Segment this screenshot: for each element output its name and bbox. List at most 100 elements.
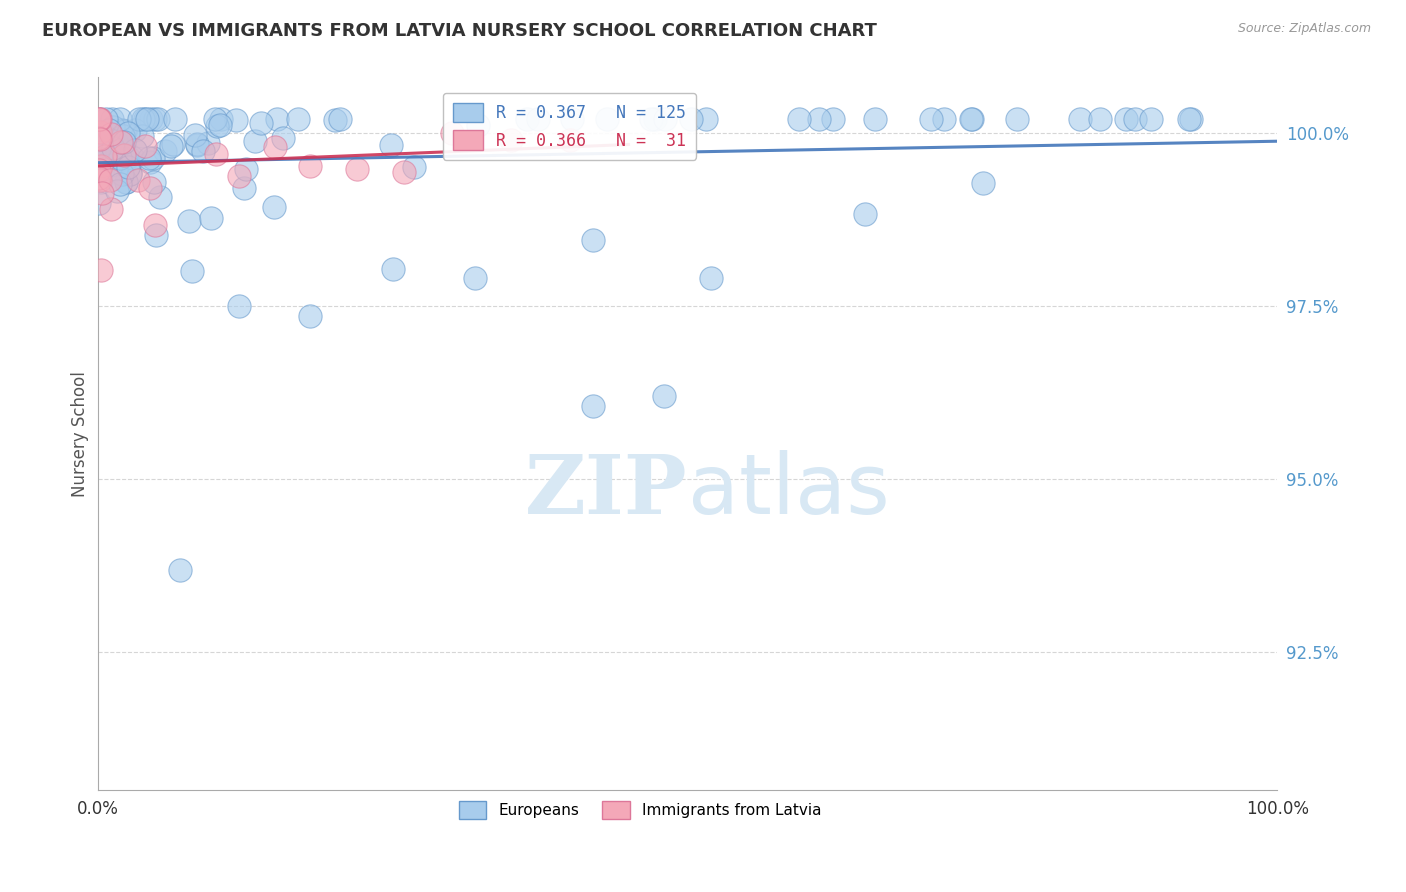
Point [89,163,111,178]
Point [207,119,229,133]
Point [135,112,157,126]
Point [111,129,134,144]
Point [789,112,811,126]
Point [266,112,288,126]
Point [652,389,675,403]
Point [298,309,321,323]
Point [124,143,146,157]
Point [87,112,110,126]
Point [127,172,149,186]
Point [104,134,127,148]
Point [193,145,215,159]
Point [209,112,232,126]
Point [112,124,135,138]
Point [865,112,887,126]
Point [186,137,208,152]
Point [124,123,146,137]
Point [90,263,112,277]
Point [249,116,271,130]
Point [640,112,662,126]
Point [108,112,131,126]
Point [695,112,717,126]
Point [143,112,166,126]
Point [117,150,139,164]
Point [184,128,207,142]
Point [132,112,155,126]
Point [204,112,226,126]
Point [1180,112,1202,126]
Point [228,169,250,183]
Point [89,173,111,187]
Point [100,128,122,142]
Point [209,118,232,132]
Point [121,151,143,165]
Point [263,139,285,153]
Point [134,112,156,126]
Point [329,112,352,126]
Point [87,195,110,210]
Point [90,175,112,189]
Point [287,112,309,126]
Point [149,190,172,204]
Point [110,135,132,149]
Point [197,136,219,150]
Point [146,112,169,126]
Point [115,175,138,189]
Point [153,145,176,159]
Point [346,161,368,176]
Point [186,137,208,152]
Point [118,166,141,180]
Point [89,112,111,126]
Point [134,139,156,153]
Point [90,156,112,170]
Point [90,186,112,200]
Point [115,175,138,189]
Point [582,233,605,247]
Point [394,164,416,178]
Y-axis label: Nursery School: Nursery School [72,371,89,497]
Point [440,126,463,140]
Point [138,151,160,165]
Point [596,112,619,126]
Point [142,151,165,165]
Text: EUROPEAN VS IMMIGRANTS FROM LATVIA NURSERY SCHOOL CORRELATION CHART: EUROPEAN VS IMMIGRANTS FROM LATVIA NURSE… [42,22,877,40]
Point [225,112,247,127]
Point [105,184,128,198]
Point [111,122,134,136]
Point [960,112,983,126]
Point [143,219,166,233]
Point [160,139,183,153]
Point [117,160,139,174]
Point [93,161,115,176]
Point [381,262,404,277]
Point [112,135,135,149]
Point [644,112,666,126]
Point [112,147,135,161]
Point [243,134,266,148]
Point [561,112,583,126]
Point [263,200,285,214]
Point [271,130,294,145]
Point [177,214,200,228]
Point [87,170,110,185]
Point [1123,112,1146,126]
Point [101,120,124,135]
Point [90,145,112,160]
Point [228,299,250,313]
Point [499,133,522,147]
Point [233,181,256,195]
Point [165,112,187,126]
Point [325,113,347,128]
Point [972,176,994,190]
Point [114,124,136,138]
Point [200,211,222,226]
Point [131,129,153,144]
Point [139,154,162,169]
Point [235,162,257,177]
Point [1005,112,1028,126]
Point [120,167,142,181]
Point [162,137,184,152]
Text: Source: ZipAtlas.com: Source: ZipAtlas.com [1237,22,1371,36]
Point [823,112,845,126]
Point [654,112,676,126]
